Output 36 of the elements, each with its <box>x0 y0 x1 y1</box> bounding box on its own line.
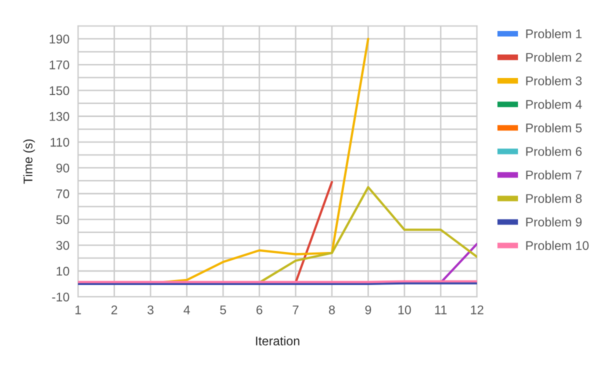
y-tick-label: 90 <box>56 164 70 172</box>
x-tick-label: 11 <box>435 306 447 314</box>
y-tick-label: 30 <box>56 241 70 250</box>
line-series <box>258 186 477 284</box>
y-tick-label: 50 <box>56 215 70 224</box>
legend-label: Problem 10 <box>526 240 589 250</box>
x-tick-label: 7 <box>292 306 298 314</box>
y-axis-title: Time (s) <box>23 139 35 184</box>
x-tick-label: 12 <box>471 305 484 314</box>
x-tick-label: 4 <box>184 306 190 314</box>
y-tick-label: 70 <box>56 189 70 198</box>
y-tick-label: 170 <box>50 60 70 70</box>
legend-label: Problem 5 <box>526 123 582 132</box>
x-axis-title: Iteration <box>256 336 300 346</box>
legend-label: Problem 8 <box>526 194 582 203</box>
y-tick-label: 130 <box>50 112 70 121</box>
x-tick-label: 10 <box>398 305 411 314</box>
y-tick-label: 190 <box>50 34 70 44</box>
legend-label: Problem 1 <box>526 29 582 38</box>
legend-label: Problem 3 <box>526 76 582 86</box>
legend-label: Problem 7 <box>526 170 582 180</box>
x-tick-label: 9 <box>365 305 372 314</box>
legend-label: Problem 4 <box>526 100 582 109</box>
legend-label: Problem 2 <box>526 52 582 62</box>
legend-label: Problem 9 <box>526 217 582 226</box>
x-tick-label: 5 <box>220 306 226 314</box>
x-tick-label: 3 <box>148 305 154 314</box>
y-tick-label: -10 <box>52 292 70 302</box>
x-tick-label: 2 <box>111 305 118 314</box>
x-tick-label: 1 <box>75 306 81 314</box>
y-tick-label: 10 <box>56 266 70 276</box>
y-tick-label: 150 <box>50 86 70 96</box>
y-tick-label: 110 <box>50 138 70 147</box>
x-tick-label: 6 <box>256 305 262 314</box>
x-tick-label: 8 <box>328 305 335 314</box>
legend-label: Problem 6 <box>526 146 582 156</box>
